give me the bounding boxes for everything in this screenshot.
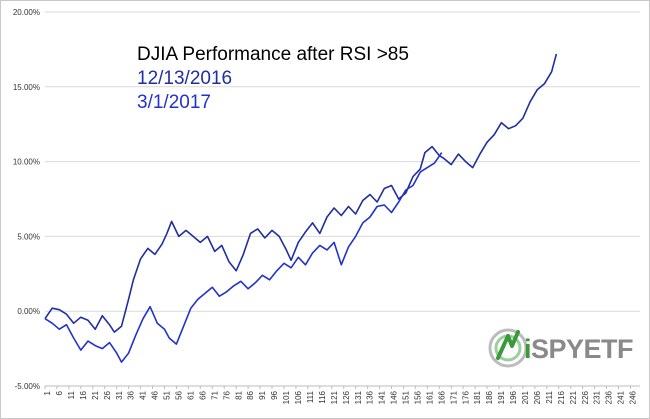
x-tick-label: 186 [485, 390, 494, 404]
x-tick-label: 11 [67, 390, 76, 399]
x-tick-label: 41 [139, 390, 148, 399]
x-tick-label: 16 [79, 390, 88, 399]
x-tick-label: 166 [437, 390, 446, 404]
x-tick-label: 106 [294, 390, 303, 404]
series-line-2 [44, 152, 443, 363]
y-tick-label: 20.00% [13, 8, 40, 17]
y-tick-label: -5.00% [15, 382, 40, 391]
x-tick-label: 211 [545, 390, 554, 403]
x-tick-label: 111 [306, 390, 315, 403]
x-tick-label: 6 [55, 390, 64, 395]
ispyetf-logo: iSPYETF [488, 322, 638, 374]
x-tick-label: 226 [581, 390, 590, 404]
x-tick-label: 176 [461, 390, 470, 404]
logo-text-rest: SPYETF [531, 334, 634, 364]
legend-series-12-13-2016: 12/13/2016 [137, 68, 233, 89]
y-tick-label: 10.00% [13, 158, 40, 167]
x-tick-label: 31 [115, 390, 124, 399]
x-tick-label: 61 [186, 390, 195, 399]
x-tick-label: 91 [258, 390, 267, 399]
x-tick-label: 131 [354, 390, 363, 404]
x-tick-label: 101 [282, 390, 291, 404]
x-tick-label: 51 [163, 390, 172, 399]
logo-text-i: i [524, 334, 532, 364]
x-tick-label: 86 [246, 390, 255, 399]
x-tick-label: 56 [175, 390, 184, 399]
x-tick-label: 141 [378, 390, 387, 404]
x-tick-label: 66 [198, 390, 207, 399]
x-tick-label: 156 [413, 390, 422, 404]
y-tick-labels: -5.00% 0.00% 5.00% 10.00% 15.00% 20.00% [13, 8, 40, 391]
x-tick-label: 216 [557, 390, 566, 404]
x-tick-label: 151 [402, 390, 411, 404]
x-tick-label: 126 [342, 390, 351, 404]
x-tick-label: 206 [533, 390, 542, 404]
logo-text: iSPYETF [524, 334, 634, 365]
x-tick-label: 21 [91, 390, 100, 399]
y-tick-label: 0.00% [17, 307, 40, 316]
x-tick-label: 191 [497, 390, 506, 404]
x-tick-label: 181 [473, 390, 482, 404]
x-tick-label: 241 [617, 390, 626, 404]
series-lines [44, 53, 558, 363]
x-tick-label: 96 [270, 390, 279, 399]
grid-lines [45, 11, 640, 387]
logo-mark-icon [488, 328, 528, 368]
x-tick-label: 196 [509, 390, 518, 404]
x-tick-label: 1 [43, 390, 52, 395]
x-tick-label: 221 [569, 390, 578, 404]
x-tick-label: 46 [151, 390, 160, 399]
x-tick-label: 161 [425, 390, 434, 404]
x-tick-label: 121 [330, 390, 339, 404]
y-tick-label: 5.00% [17, 232, 40, 241]
x-tick-label: 201 [521, 390, 530, 404]
series-line-1 [44, 53, 558, 333]
x-tick-label: 236 [605, 390, 614, 404]
x-tick-label: 231 [593, 390, 602, 404]
x-tick-label: 71 [210, 390, 219, 399]
x-tick-label: 36 [127, 390, 136, 399]
x-tick-label: 81 [234, 390, 243, 399]
y-tick-label: 15.00% [13, 83, 40, 92]
x-tick-label: 76 [222, 390, 231, 399]
x-tick-label: 116 [318, 390, 327, 403]
x-tick-label: 26 [103, 390, 112, 399]
x-tick-label: 246 [629, 390, 638, 404]
x-tick-labels: 1 6 11 16 21 26 31 36 41 46 51 56 61 66 71 76 81 86 91 96 10… [43, 386, 638, 404]
x-tick-label: 171 [449, 390, 458, 404]
legend-series-3-1-2017: 3/1/2017 [137, 92, 211, 113]
chart-title: DJIA Performance after RSI >85 [137, 44, 409, 65]
x-tick-label: 146 [390, 390, 399, 404]
x-tick-label: 136 [366, 390, 375, 404]
